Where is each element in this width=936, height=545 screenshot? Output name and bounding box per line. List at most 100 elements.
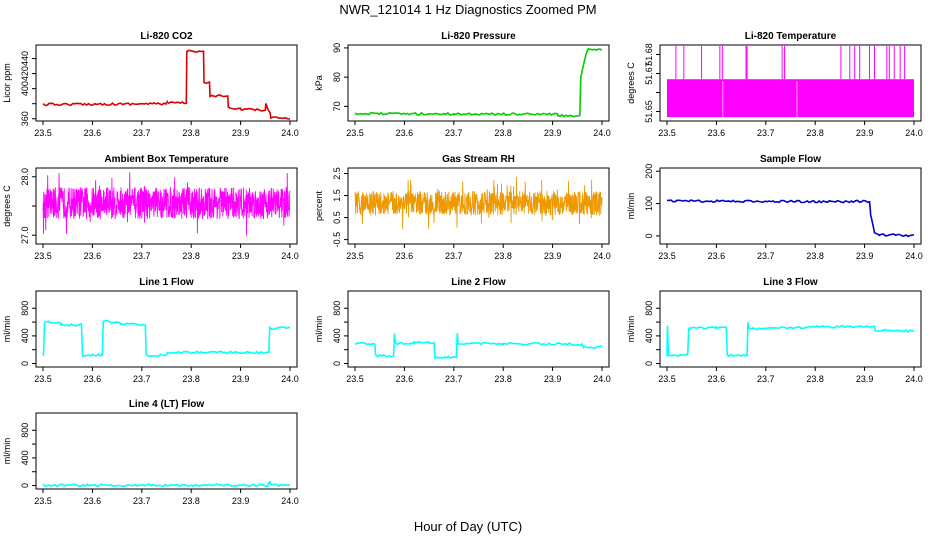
y-tick-label: 70	[332, 101, 342, 111]
panel-title: Line 2 Flow	[451, 277, 506, 288]
y-tick-label: 400	[20, 81, 30, 96]
y-tick-label: 0.5	[332, 211, 342, 224]
panel-title: Gas Stream RH	[442, 154, 515, 165]
y-tick-label: 1.5	[332, 189, 342, 202]
x-tick-label: 23.5	[34, 496, 52, 506]
x-tick-label: 24.0	[905, 128, 923, 138]
x-tick-label: 23.8	[182, 374, 200, 384]
y-tick-label: 400	[20, 450, 30, 465]
panel-3: Li-820 Temperature degrees C 23.5 23.6 23.7 2…	[626, 31, 923, 138]
panel-title: Li-820 CO2	[140, 31, 193, 42]
panel-2: Li-820 Pressure kPa 23.5 23.6 23.7 23.8 23.9 24…	[314, 31, 611, 138]
series-line	[666, 322, 915, 358]
x-tick-label: 23.5	[658, 374, 676, 384]
series-line	[42, 172, 291, 236]
y-tick-label: 0	[644, 361, 654, 366]
x-tick-label: 23.9	[232, 496, 250, 506]
y-axis-label: percent	[314, 190, 324, 221]
y-tick-label: 440	[20, 51, 30, 66]
x-tick-label: 23.6	[708, 374, 726, 384]
y-tick-label: 200	[644, 164, 654, 179]
x-tick-label: 23.6	[84, 128, 102, 138]
y-tick-label: 90	[332, 43, 342, 53]
x-tick-label: 23.8	[182, 496, 200, 506]
x-tick-label: 23.9	[544, 374, 562, 384]
x-tick-label: 23.5	[658, 251, 676, 261]
plot-frame	[35, 290, 298, 368]
x-tick-label: 23.6	[84, 496, 102, 506]
y-axis-label: ml/min	[626, 193, 636, 220]
plot-frame	[35, 44, 298, 122]
x-tick-label: 24.0	[281, 374, 299, 384]
panel-6: Sample Flow ml/min 23.5 23.6 23.7 23.8 23.9 24.…	[626, 154, 923, 261]
series-trace	[667, 199, 915, 238]
x-tick-label: 23.8	[494, 374, 512, 384]
x-tick-label: 23.9	[232, 374, 250, 384]
y-tick-label: 2.5	[332, 167, 342, 180]
x-tick-label: 23.8	[494, 251, 512, 261]
plot-frame	[659, 167, 922, 245]
series-line	[667, 199, 915, 238]
x-tick-label: 23.9	[856, 374, 874, 384]
x-tick-label: 23.8	[182, 128, 200, 138]
y-tick-label: 0	[20, 361, 30, 366]
x-tick-label: 23.7	[445, 251, 463, 261]
panel-title: Sample Flow	[760, 154, 821, 165]
x-tick-label: 23.9	[544, 251, 562, 261]
y-tick-label: 0	[332, 361, 342, 366]
x-tick-label: 23.8	[494, 128, 512, 138]
y-axis-label: degrees C	[2, 185, 12, 227]
x-tick-label: 23.7	[133, 128, 151, 138]
y-tick-label: 0	[20, 483, 30, 488]
x-tick-label: 24.0	[593, 128, 611, 138]
panel-5: Gas Stream RH percent 23.5 23.6 23.7 23.8 23.9…	[314, 154, 611, 261]
y-tick-label: 100	[644, 196, 654, 211]
x-tick-label: 23.7	[757, 128, 775, 138]
x-tick-label: 23.8	[806, 251, 824, 261]
series-trace	[354, 333, 603, 359]
plot-frame	[347, 167, 610, 245]
y-tick-label: 51.67	[644, 62, 654, 85]
series-line	[42, 49, 290, 120]
series-band	[667, 79, 914, 118]
x-tick-label: 24.0	[281, 251, 299, 261]
y-axis-label: Licor ppm	[2, 63, 12, 103]
y-tick-label: 400	[20, 328, 30, 343]
series-line	[42, 319, 291, 358]
x-tick-label: 23.5	[346, 251, 364, 261]
x-tick-label: 23.9	[232, 128, 250, 138]
series-trace	[42, 319, 291, 358]
x-tick-label: 23.6	[396, 251, 414, 261]
series-trace	[354, 47, 603, 118]
x-tick-label: 23.6	[396, 128, 414, 138]
y-tick-label: 80	[332, 72, 342, 82]
x-tick-label: 23.9	[232, 251, 250, 261]
plot-frame	[35, 412, 298, 490]
x-tick-label: 23.5	[34, 128, 52, 138]
panel-title: Ambient Box Temperature	[104, 154, 229, 165]
x-tick-label: 24.0	[281, 128, 299, 138]
series-line	[354, 176, 603, 230]
y-tick-label: 420	[20, 66, 30, 81]
y-axis-label: ml/min	[314, 316, 324, 343]
y-tick-label: 800	[644, 301, 654, 316]
figure-xlabel: Hour of Day (UTC)	[414, 519, 522, 534]
x-tick-label: 23.8	[806, 374, 824, 384]
x-tick-label: 23.5	[346, 128, 364, 138]
series-trace	[42, 49, 290, 120]
y-axis-label: ml/min	[626, 316, 636, 343]
figure-title: NWR_121014 1 Hz Diagnostics Zoomed PM	[339, 2, 596, 17]
x-tick-label: 23.6	[708, 128, 726, 138]
y-tick-label: 800	[332, 301, 342, 316]
x-tick-label: 23.6	[84, 374, 102, 384]
panel-10: Line 4 (LT) Flow ml/min 23.5 23.6 23.7 23.8 23…	[2, 399, 299, 506]
x-tick-label: 23.7	[445, 374, 463, 384]
plot-frame	[659, 290, 922, 368]
x-tick-label: 24.0	[905, 374, 923, 384]
x-tick-label: 23.7	[757, 374, 775, 384]
x-tick-label: 24.0	[905, 251, 923, 261]
series-trace	[354, 176, 603, 230]
x-tick-label: 23.7	[133, 496, 151, 506]
y-tick-label: 27.0	[20, 226, 30, 244]
